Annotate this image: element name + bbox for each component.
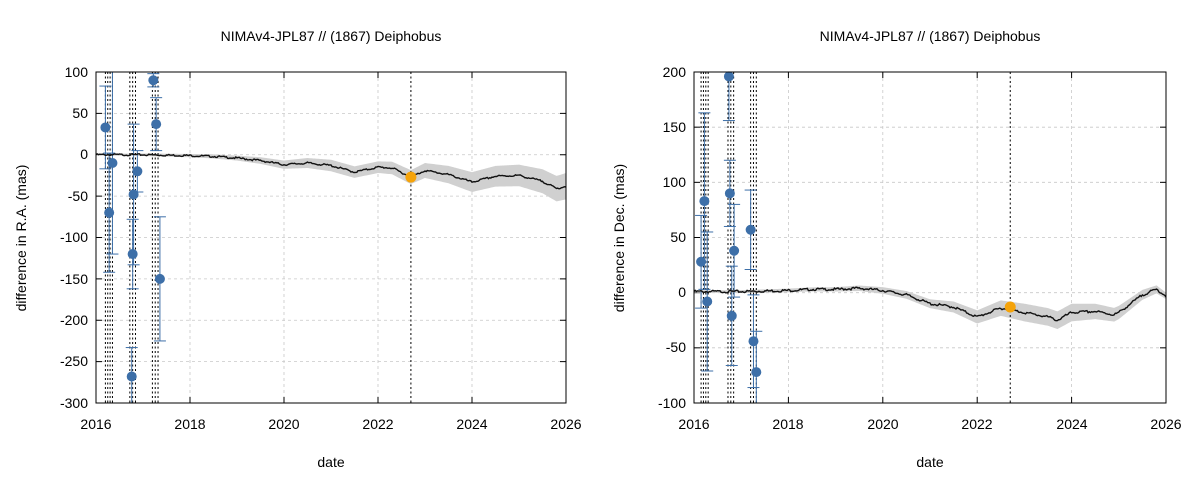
- chart-dec-grid: [693, 71, 1167, 404]
- data-point: [751, 367, 762, 378]
- chart-dec-title: NIMAv4-JPL87 // (1867) Deiphobus: [820, 28, 1041, 44]
- ra-xtick-label: 2024: [456, 416, 487, 432]
- chart-ra-band: [96, 153, 566, 202]
- dec-xtick-label: 2026: [1150, 416, 1181, 432]
- chart-dec-ylabel: difference in Dec. (mas): [611, 164, 627, 312]
- ra-xtick-label: 2020: [268, 416, 299, 432]
- data-point: [127, 249, 138, 260]
- data-point: [699, 196, 710, 207]
- dec-ytick-label: 50: [670, 229, 686, 245]
- ra-ytick-label: -250: [60, 353, 88, 369]
- ra-ytick-label: 100: [65, 64, 89, 80]
- data-point: [107, 158, 118, 169]
- data-point: [104, 207, 115, 218]
- ra-ytick-label: -300: [60, 395, 88, 411]
- chart-dec-x-ticks: 2016 2018 2020 2022 2024 2026: [678, 416, 1181, 432]
- chart-dec-errorbars: [695, 72, 763, 403]
- dec-xtick-label: 2024: [1056, 416, 1087, 432]
- data-point: [151, 119, 162, 130]
- data-point: [128, 189, 139, 200]
- chart-ra-x-ticks: 2016 2018 2020 2022 2024 2026: [80, 416, 581, 432]
- ra-xtick-label: 2018: [174, 416, 205, 432]
- data-point: [154, 273, 165, 284]
- data-point: [748, 336, 759, 347]
- chart-dec-band: [694, 285, 1166, 330]
- data-point: [696, 256, 707, 267]
- dec-xtick-label: 2020: [867, 416, 898, 432]
- dec-xtick-label: 2022: [961, 416, 992, 432]
- data-point: [702, 296, 713, 307]
- ra-ytick-label: -200: [60, 312, 88, 328]
- chart-dec-xlabel: date: [916, 454, 943, 470]
- ra-xtick-label: 2016: [80, 416, 111, 432]
- dec-ytick-label: -100: [658, 395, 686, 411]
- ra-ytick-label: 0: [80, 146, 88, 162]
- highlight-point: [1004, 301, 1016, 313]
- chart-ra-frame: [95, 71, 567, 404]
- uncertainty-band: [694, 285, 1166, 330]
- ra-ytick-label: -100: [60, 229, 88, 245]
- chart-ra-xlabel: date: [317, 454, 344, 470]
- chart-ra: NIMAv4-JPL87 // (1867) Deiphobus 100 50 …: [13, 28, 582, 470]
- data-point: [723, 71, 734, 82]
- data-point: [724, 188, 735, 199]
- dec-ytick-label: -50: [666, 339, 686, 355]
- dec-ytick-label: 0: [678, 284, 686, 300]
- dec-ytick-label: 100: [663, 174, 687, 190]
- chart-ra-points: [100, 75, 417, 382]
- ra-xtick-label: 2026: [550, 416, 581, 432]
- chart-ra-grid: [95, 71, 567, 404]
- ra-xtick-label: 2022: [362, 416, 393, 432]
- data-point: [729, 245, 740, 256]
- chart-dec: NIMAv4-JPL87 // (1867) Deiphobus 200 150…: [611, 28, 1182, 470]
- uncertainty-band: [96, 153, 566, 202]
- data-point: [126, 371, 137, 382]
- chart-ra-ylabel: difference in R.A. (mas): [13, 165, 29, 312]
- data-point: [726, 310, 737, 321]
- dec-ytick-label: 150: [663, 119, 687, 135]
- chart-dec-points: [696, 71, 1016, 378]
- chart-ra-title: NIMAv4-JPL87 // (1867) Deiphobus: [221, 28, 442, 44]
- data-point: [148, 75, 159, 86]
- chart-ra-model-line: [95, 152, 567, 190]
- chart-dec-vlines: [700, 72, 1011, 403]
- chart-dec-y-ticks: 200 150 100 50 0 -50 -100: [658, 64, 686, 411]
- ra-ytick-label: -150: [60, 271, 88, 287]
- model-line: [95, 152, 567, 190]
- dec-ytick-label: 200: [663, 64, 687, 80]
- data-point: [100, 122, 111, 133]
- ra-ytick-label: 50: [72, 105, 88, 121]
- chart-ra-y-ticks: 100 50 0 -50 -100 -150 -200 -250 -300: [60, 64, 88, 411]
- dec-xtick-label: 2018: [772, 416, 803, 432]
- model-line: [693, 286, 1167, 322]
- data-point: [132, 166, 143, 177]
- chart-dec-frame: [693, 71, 1167, 404]
- dec-xtick-label: 2016: [678, 416, 709, 432]
- chart-dec-model-line: [693, 286, 1167, 322]
- highlight-point: [405, 171, 417, 183]
- ra-ytick-label: -50: [68, 188, 88, 204]
- data-point: [745, 224, 756, 235]
